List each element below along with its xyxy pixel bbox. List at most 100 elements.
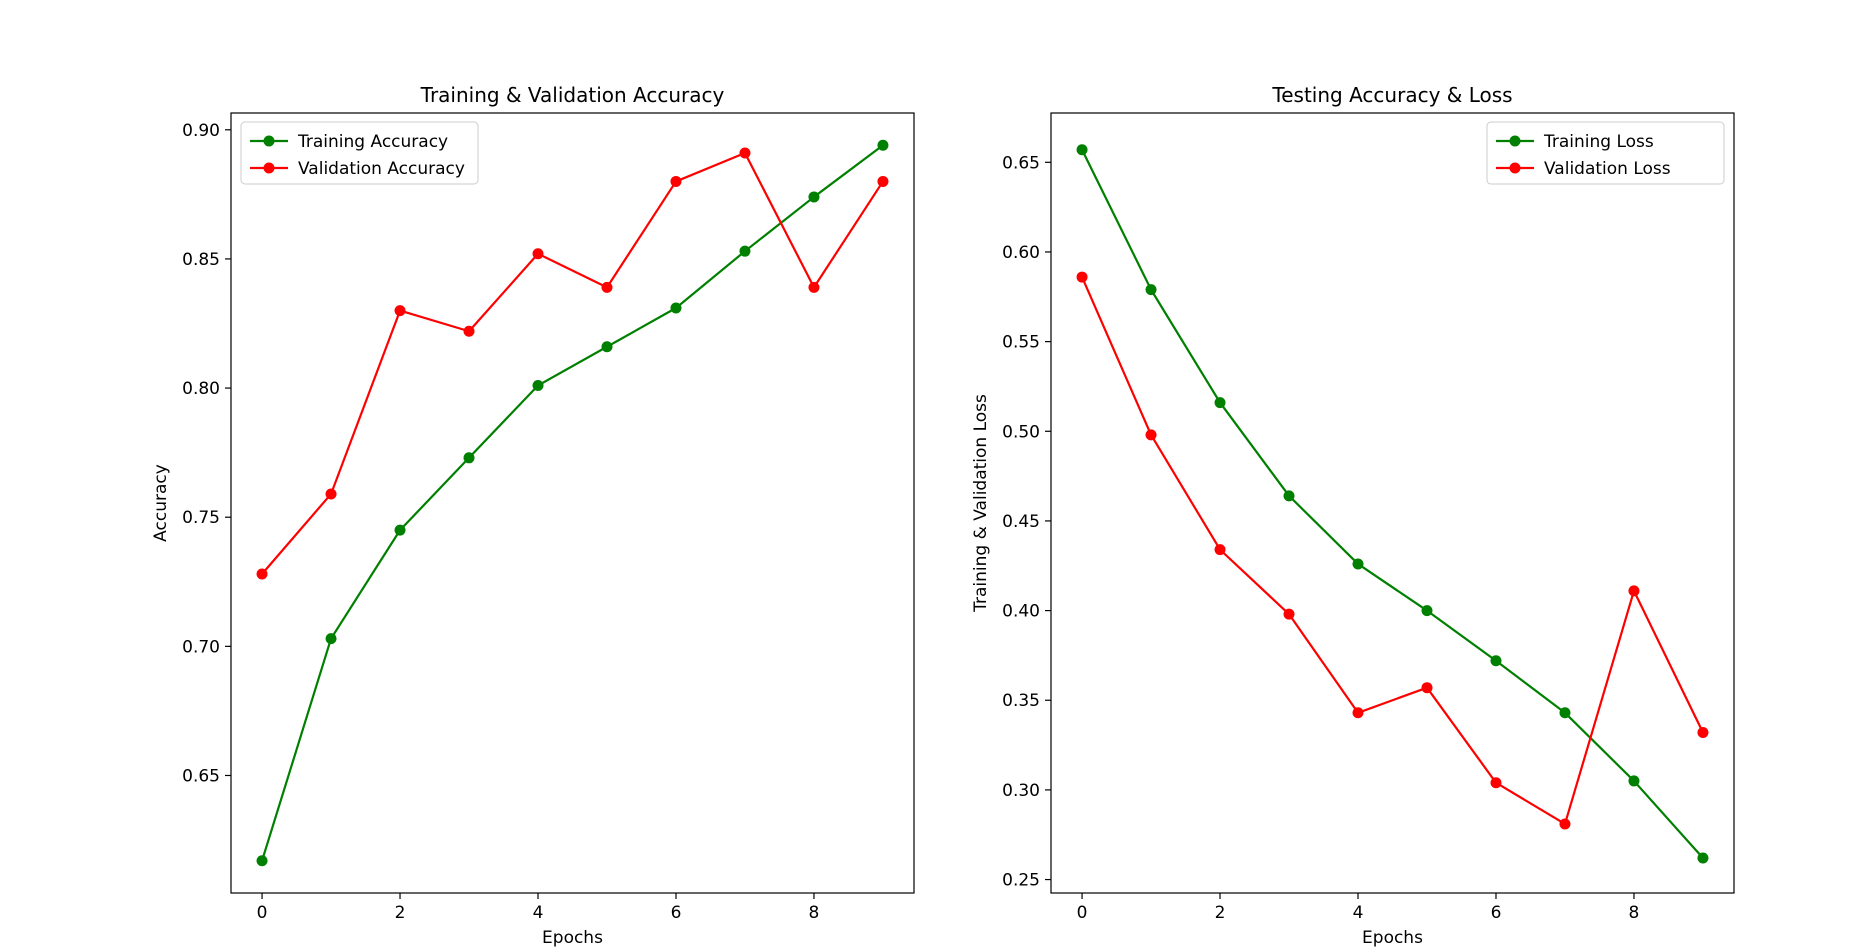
chart-1-series-training-accuracy-point-7	[739, 245, 751, 257]
chart-1-series-training-accuracy-point-2	[394, 524, 406, 536]
chart-2-series-training-loss-point-5	[1421, 605, 1433, 617]
chart-1-series-training-accuracy-point-8	[808, 191, 820, 203]
chart-1-ytick-label-2: 0.75	[182, 508, 220, 528]
chart-2-legend-entry-training-loss-label: Training Loss	[1543, 132, 1654, 152]
chart-2-legend-entry-training-loss: Training Loss	[1496, 132, 1654, 152]
chart-1-xlabel: Epochs	[542, 928, 603, 948]
chart-1-series-validation-accuracy-point-8	[808, 281, 820, 293]
chart-2-series-validation-loss-point-5	[1421, 682, 1433, 694]
chart-1-legend-entry-training-accuracy: Training Accuracy	[250, 132, 448, 152]
chart-2-series-training-loss-point-0	[1076, 144, 1088, 156]
chart-1-title: Training & Validation Accuracy	[420, 83, 725, 107]
chart-2-legend-entry-validation-loss-marker	[1509, 162, 1521, 174]
chart-2-series-validation-loss-line	[1081, 276, 1704, 826]
chart-2-ytick-label-5: 0.50	[1002, 422, 1040, 442]
chart-2-series-validation-loss-point-0	[1076, 271, 1088, 283]
chart-1-legend: Training Accuracy Validation Accuracy	[240, 121, 479, 185]
chart-2-ytick-label-7: 0.60	[1002, 243, 1040, 263]
chart-1: Training & Validation Accuracy 0 2 4 6 8 0.65 0…	[151, 83, 915, 948]
chart-1-series-validation-accuracy-line	[261, 151, 884, 575]
chart-2-series-training-loss-point-1	[1145, 284, 1157, 296]
chart-2-xtick-label-2: 4	[1353, 903, 1364, 923]
chart-1-legend-entry-training-accuracy-label: Training Accuracy	[297, 132, 448, 152]
chart-2-ytick-label-2: 0.35	[1002, 691, 1040, 711]
chart-2-axes-frame	[1050, 112, 1735, 894]
chart-2-series-validation-loss-point-4	[1352, 707, 1364, 719]
chart-1-ylabel: Accuracy	[151, 464, 171, 542]
chart-1-series-validation-accuracy-point-6	[670, 175, 682, 187]
chart-1-series-training-accuracy-line	[260, 144, 884, 862]
chart-1-legend-box	[240, 121, 479, 185]
chart-2-xtick-label-3: 6	[1491, 903, 1502, 923]
chart-2-legend: Training Loss Validation Loss	[1486, 121, 1725, 185]
chart-2-ylabel: Training & Validation Loss	[971, 394, 991, 613]
chart-1-series-validation-accuracy-point-4	[532, 248, 544, 260]
chart-2-xlabel: Epochs	[1362, 928, 1423, 948]
chart-1-series-validation-accuracy-point-3	[463, 325, 475, 337]
chart-1-series-validation-accuracy	[256, 147, 889, 580]
chart-2-series-validation-loss-point-6	[1490, 777, 1502, 789]
chart-1-series-training-accuracy-point-9	[877, 139, 889, 151]
chart-1-ytick-label-1: 0.70	[182, 637, 220, 657]
chart-2-series-training-loss	[1076, 144, 1709, 864]
chart-2-legend-entry-validation-loss-label: Validation Loss	[1544, 159, 1671, 179]
chart-2-series-validation-loss-point-3	[1283, 608, 1295, 620]
chart-2-ytick-label-3: 0.40	[1002, 602, 1040, 622]
chart-2-xtick-label-4: 8	[1629, 903, 1640, 923]
chart-1-legend-entry-validation-accuracy-label: Validation Accuracy	[298, 159, 465, 179]
chart-2-series-training-loss-line	[1081, 149, 1704, 859]
chart-2: Testing Accuracy & Loss 0 2 4 6 8 0.25 0.30 0.35…	[971, 83, 1735, 948]
chart-1-ytick-label-5: 0.90	[182, 121, 220, 141]
chart-1-series-training-accuracy	[256, 139, 889, 867]
chart-1-xtick-label-4: 8	[809, 903, 820, 923]
chart-2-series-training-loss-point-8	[1628, 775, 1640, 787]
chart-1-series-training-accuracy-point-0	[256, 855, 268, 867]
chart-1-xtick-label-1: 2	[395, 903, 406, 923]
chart-1-series-training-accuracy-point-4	[532, 379, 544, 391]
chart-1-series-validation-accuracy-point-7	[739, 147, 751, 159]
chart-2-legend-entry-training-loss-marker	[1509, 135, 1521, 147]
chart-1-series-training-accuracy-point-6	[670, 302, 682, 314]
chart-2-series-training-loss-point-9	[1697, 852, 1709, 864]
chart-2-ytick-label-8: 0.65	[1002, 153, 1040, 173]
chart-2-xtick-label-0: 0	[1077, 903, 1088, 923]
chart-2-series-training-loss-point-7	[1559, 707, 1571, 719]
chart-2-series-validation-loss-point-8	[1628, 585, 1640, 597]
chart-1-legend-entry-validation-accuracy: Validation Accuracy	[250, 159, 465, 179]
chart-1-ytick-label-3: 0.80	[182, 379, 220, 399]
chart-2-xtick-label-1: 2	[1215, 903, 1226, 923]
chart-2-series-training-loss-point-3	[1283, 490, 1295, 502]
chart-1-series-validation-accuracy-point-5	[601, 281, 613, 293]
chart-1-series-validation-accuracy-point-2	[394, 305, 406, 317]
chart-2-series-validation-loss-point-7	[1559, 818, 1571, 830]
chart-1-legend-entry-validation-accuracy-marker	[263, 162, 275, 174]
chart-2-ytick-label-1: 0.30	[1002, 781, 1040, 801]
chart-1-series-validation-accuracy-point-0	[256, 568, 268, 580]
chart-1-xtick-label-2: 4	[533, 903, 544, 923]
chart-2-legend-entry-validation-loss: Validation Loss	[1496, 159, 1671, 179]
chart-2-series-training-loss-point-4	[1352, 558, 1364, 570]
chart-2-series-training-loss-point-6	[1490, 655, 1502, 667]
chart-2-series-validation-loss-point-1	[1145, 429, 1157, 441]
chart-2-series-training-loss-point-2	[1214, 397, 1226, 409]
chart-1-series-training-accuracy-point-1	[325, 633, 337, 645]
chart-1-axes-frame	[230, 112, 915, 894]
chart-2-series-validation-loss-point-2	[1214, 544, 1226, 556]
chart-1-ytick-label-0: 0.65	[182, 766, 220, 786]
chart-2-legend-box	[1486, 121, 1725, 185]
chart-1-series-training-accuracy-point-5	[601, 341, 613, 353]
chart-1-xtick-label-0: 0	[257, 903, 268, 923]
chart-2-title: Testing Accuracy & Loss	[1271, 83, 1512, 107]
chart-2-ytick-label-4: 0.45	[1002, 512, 1040, 532]
chart-1-series-validation-accuracy-point-9	[877, 175, 889, 187]
chart-2-series-validation-loss-point-9	[1697, 727, 1709, 739]
chart-2-series-validation-loss	[1076, 271, 1709, 830]
chart-1-xtick-label-3: 6	[671, 903, 682, 923]
chart-2-ytick-label-6: 0.55	[1002, 333, 1040, 353]
chart-2-ytick-label-0: 0.25	[1002, 871, 1040, 891]
chart-1-series-training-accuracy-point-3	[463, 452, 475, 464]
chart-1-ytick-label-4: 0.85	[182, 250, 220, 270]
chart-1-series-validation-accuracy-point-1	[325, 488, 337, 500]
chart-1-legend-entry-training-accuracy-marker	[263, 135, 275, 147]
